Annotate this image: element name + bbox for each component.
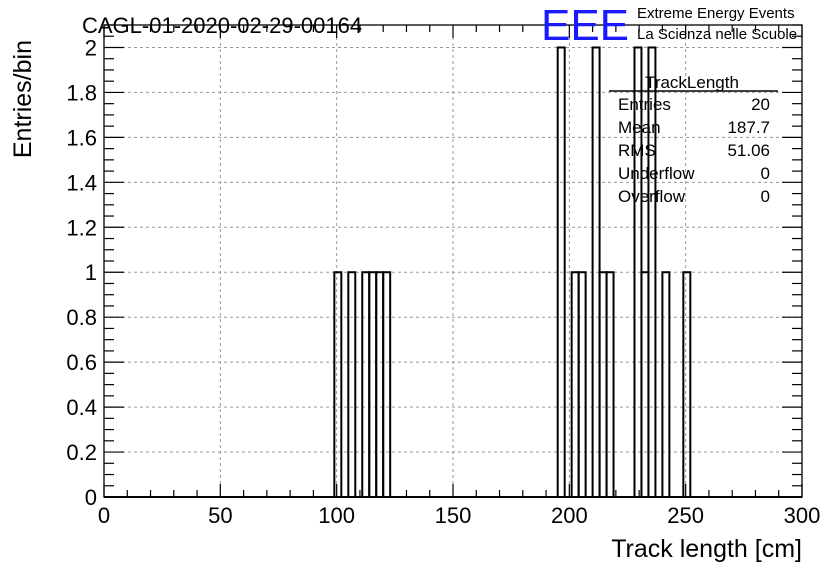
histogram-bin bbox=[375, 271, 385, 498]
stats-label: RMS bbox=[618, 141, 656, 160]
y-tick-label: 1.2 bbox=[66, 215, 97, 240]
x-axis-label: Track length [cm] bbox=[611, 535, 802, 563]
stats-value: 20 bbox=[751, 95, 770, 114]
eee-logo-mark: EEE bbox=[541, 1, 629, 50]
histogram-bin bbox=[682, 271, 692, 498]
x-tick-label: 0 bbox=[98, 503, 110, 528]
stats-rows: Entries 20 Mean 187.7 RMS 51.06 Underflow 0 Over… bbox=[618, 95, 770, 206]
stats-value: 187.7 bbox=[727, 118, 770, 137]
histogram-bin bbox=[347, 271, 357, 498]
histogram-bin bbox=[577, 271, 587, 498]
y-tick-label: 2 bbox=[85, 35, 97, 60]
histogram-bin bbox=[661, 271, 671, 498]
y-tick-label: 1.8 bbox=[66, 80, 97, 105]
histogram-bin bbox=[368, 271, 378, 498]
grid-lines bbox=[104, 25, 802, 497]
stats-value: 0 bbox=[761, 187, 770, 206]
histogram-bin bbox=[598, 271, 608, 498]
histogram-bin bbox=[333, 271, 343, 498]
histogram-bin bbox=[382, 271, 392, 498]
x-tick-label: 300 bbox=[784, 503, 821, 528]
stats-value: 0 bbox=[761, 164, 770, 183]
y-tick-label: 0.4 bbox=[66, 395, 97, 420]
stats-label: Entries bbox=[618, 95, 671, 114]
stats-label: Underflow bbox=[618, 164, 695, 183]
x-tick-label: 200 bbox=[551, 503, 588, 528]
x-tick-label: 150 bbox=[435, 503, 472, 528]
tick-labels: 0 50 100 150 200 250 30000.20.40.60.811.21.41.… bbox=[66, 35, 820, 528]
y-tick-label: 1.4 bbox=[66, 170, 97, 195]
stats-box-title: TrackLength bbox=[645, 73, 739, 92]
x-tick-label: 250 bbox=[667, 503, 704, 528]
logo-line-2: La Scienza nelle Scuole bbox=[637, 26, 797, 43]
y-tick-label: 0.2 bbox=[66, 440, 97, 465]
eee-logo: EEE Extreme Energy Events La Scienza nel… bbox=[541, 1, 797, 50]
y-tick-label: 1 bbox=[85, 260, 97, 285]
histogram-bin bbox=[570, 271, 580, 498]
x-tick-label: 50 bbox=[208, 503, 232, 528]
histogram-bin bbox=[361, 271, 371, 498]
logo-line-1: Extreme Energy Events bbox=[637, 5, 795, 22]
histogram-bin bbox=[605, 271, 615, 498]
y-tick-label: 1.6 bbox=[66, 125, 97, 150]
chart-title: CAGL-01-2020-02-29-00164 bbox=[82, 13, 362, 38]
y-axis-label: Entries/bin bbox=[9, 40, 37, 158]
y-tick-label: 0.8 bbox=[66, 305, 97, 330]
stats-box: TrackLength Entries 20 Mean 187.7 RMS 51.06 Un… bbox=[609, 73, 778, 206]
stats-label: Overflow bbox=[618, 187, 686, 206]
stats-label: Mean bbox=[618, 118, 661, 137]
histogram-bin bbox=[640, 271, 650, 498]
x-tick-label: 100 bbox=[318, 503, 355, 528]
y-tick-label: 0 bbox=[85, 485, 97, 510]
stats-value: 51.06 bbox=[727, 141, 770, 160]
y-tick-label: 0.6 bbox=[66, 350, 97, 375]
axes bbox=[103, 24, 803, 498]
